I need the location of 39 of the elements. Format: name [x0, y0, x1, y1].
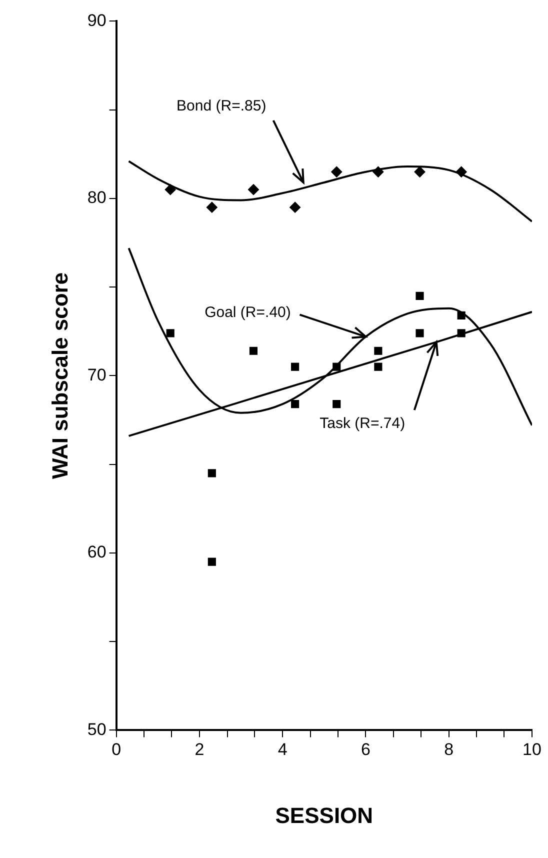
- point: [416, 329, 424, 338]
- x-tick-label: 2: [194, 740, 204, 760]
- point: [208, 558, 216, 566]
- annotation: Task (R=.74): [320, 415, 406, 432]
- point: [374, 346, 382, 355]
- point: [249, 346, 258, 355]
- y-axis-title: WAI subscale score: [47, 272, 72, 480]
- point: [291, 362, 300, 371]
- annotation: Goal (R=.40): [204, 304, 291, 321]
- y-tick-label: 90: [87, 10, 106, 30]
- x-tick-label: 10: [522, 740, 542, 760]
- annotation: Bond (R=.85): [176, 98, 266, 115]
- line-series: [128, 160, 532, 222]
- point: [248, 184, 259, 196]
- y-tick-label: 60: [87, 542, 106, 562]
- x-tick-label: 6: [360, 740, 370, 760]
- y-tick-label: 80: [87, 188, 106, 208]
- x-axis-title: SESSION: [275, 802, 374, 828]
- point: [457, 311, 466, 320]
- point: [331, 166, 342, 178]
- point: [208, 469, 216, 478]
- point: [457, 329, 466, 338]
- y-tick-label: 70: [87, 365, 106, 384]
- point: [372, 166, 384, 178]
- point: [206, 202, 218, 213]
- point: [332, 400, 341, 408]
- point: [164, 184, 176, 196]
- point: [291, 400, 300, 408]
- x-tick-label: 4: [278, 740, 288, 760]
- y-tick-label: 50: [87, 720, 106, 739]
- point: [456, 166, 467, 178]
- point: [414, 166, 426, 178]
- point: [166, 329, 174, 338]
- point: [290, 202, 301, 213]
- point: [332, 362, 341, 371]
- x-tick-label: 8: [444, 740, 454, 760]
- point: [416, 292, 424, 300]
- x-tick-label: 0: [112, 740, 122, 760]
- point: [374, 362, 382, 371]
